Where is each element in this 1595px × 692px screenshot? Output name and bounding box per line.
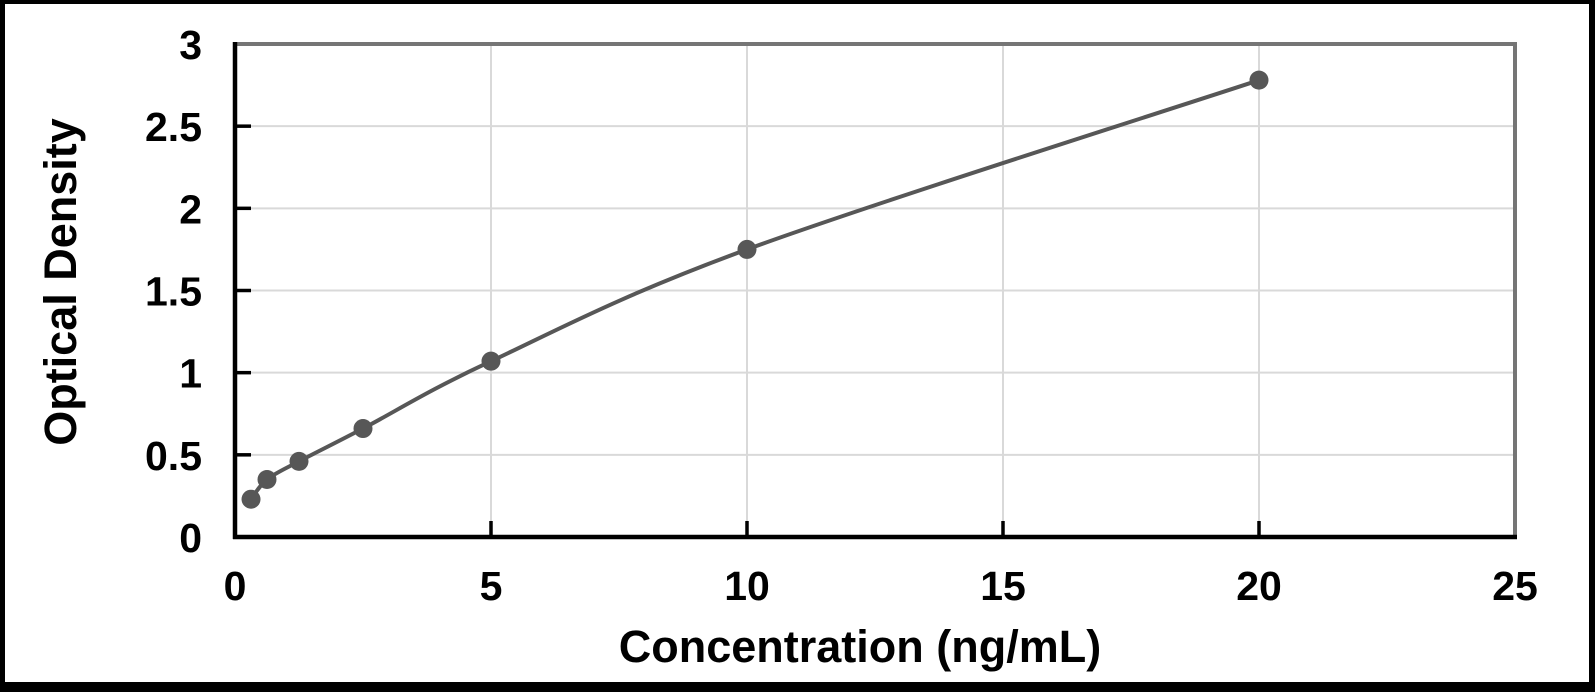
x-tick-label: 15 xyxy=(980,563,1026,609)
x-tick-label: 25 xyxy=(1492,563,1538,609)
data-point-marker xyxy=(737,239,757,259)
y-tick-label: 2 xyxy=(179,186,202,232)
y-tick-label: 1 xyxy=(179,351,202,397)
data-point-marker xyxy=(481,351,501,371)
y-tick-label: 1.5 xyxy=(145,269,202,315)
data-point-marker xyxy=(241,489,261,509)
frame-border-right xyxy=(1589,0,1595,692)
x-axis-title: Concentration (ng/mL) xyxy=(619,621,1101,672)
y-tick-label: 0.5 xyxy=(145,433,202,479)
y-tick-label: 3 xyxy=(179,22,202,68)
data-point-marker xyxy=(353,419,373,439)
frame-border-bottom xyxy=(0,682,1595,692)
data-point-marker xyxy=(289,451,309,471)
data-point-marker xyxy=(1249,70,1269,90)
y-axis-title: Optical Density xyxy=(35,118,86,446)
y-tick-label: 0 xyxy=(179,515,202,561)
x-tick-label: 0 xyxy=(224,563,247,609)
frame-border-left xyxy=(0,0,5,692)
y-tick-label: 2.5 xyxy=(145,104,202,150)
data-point-marker xyxy=(257,469,277,489)
plot-content: 0 5 10 15 20 25 0 0.5 1 1.5 2 2.5 3 xyxy=(145,22,1538,609)
frame-border-top xyxy=(0,0,1595,4)
x-tick-label: 20 xyxy=(1236,563,1282,609)
x-tick-label: 10 xyxy=(724,563,770,609)
x-tick-label: 5 xyxy=(480,563,503,609)
